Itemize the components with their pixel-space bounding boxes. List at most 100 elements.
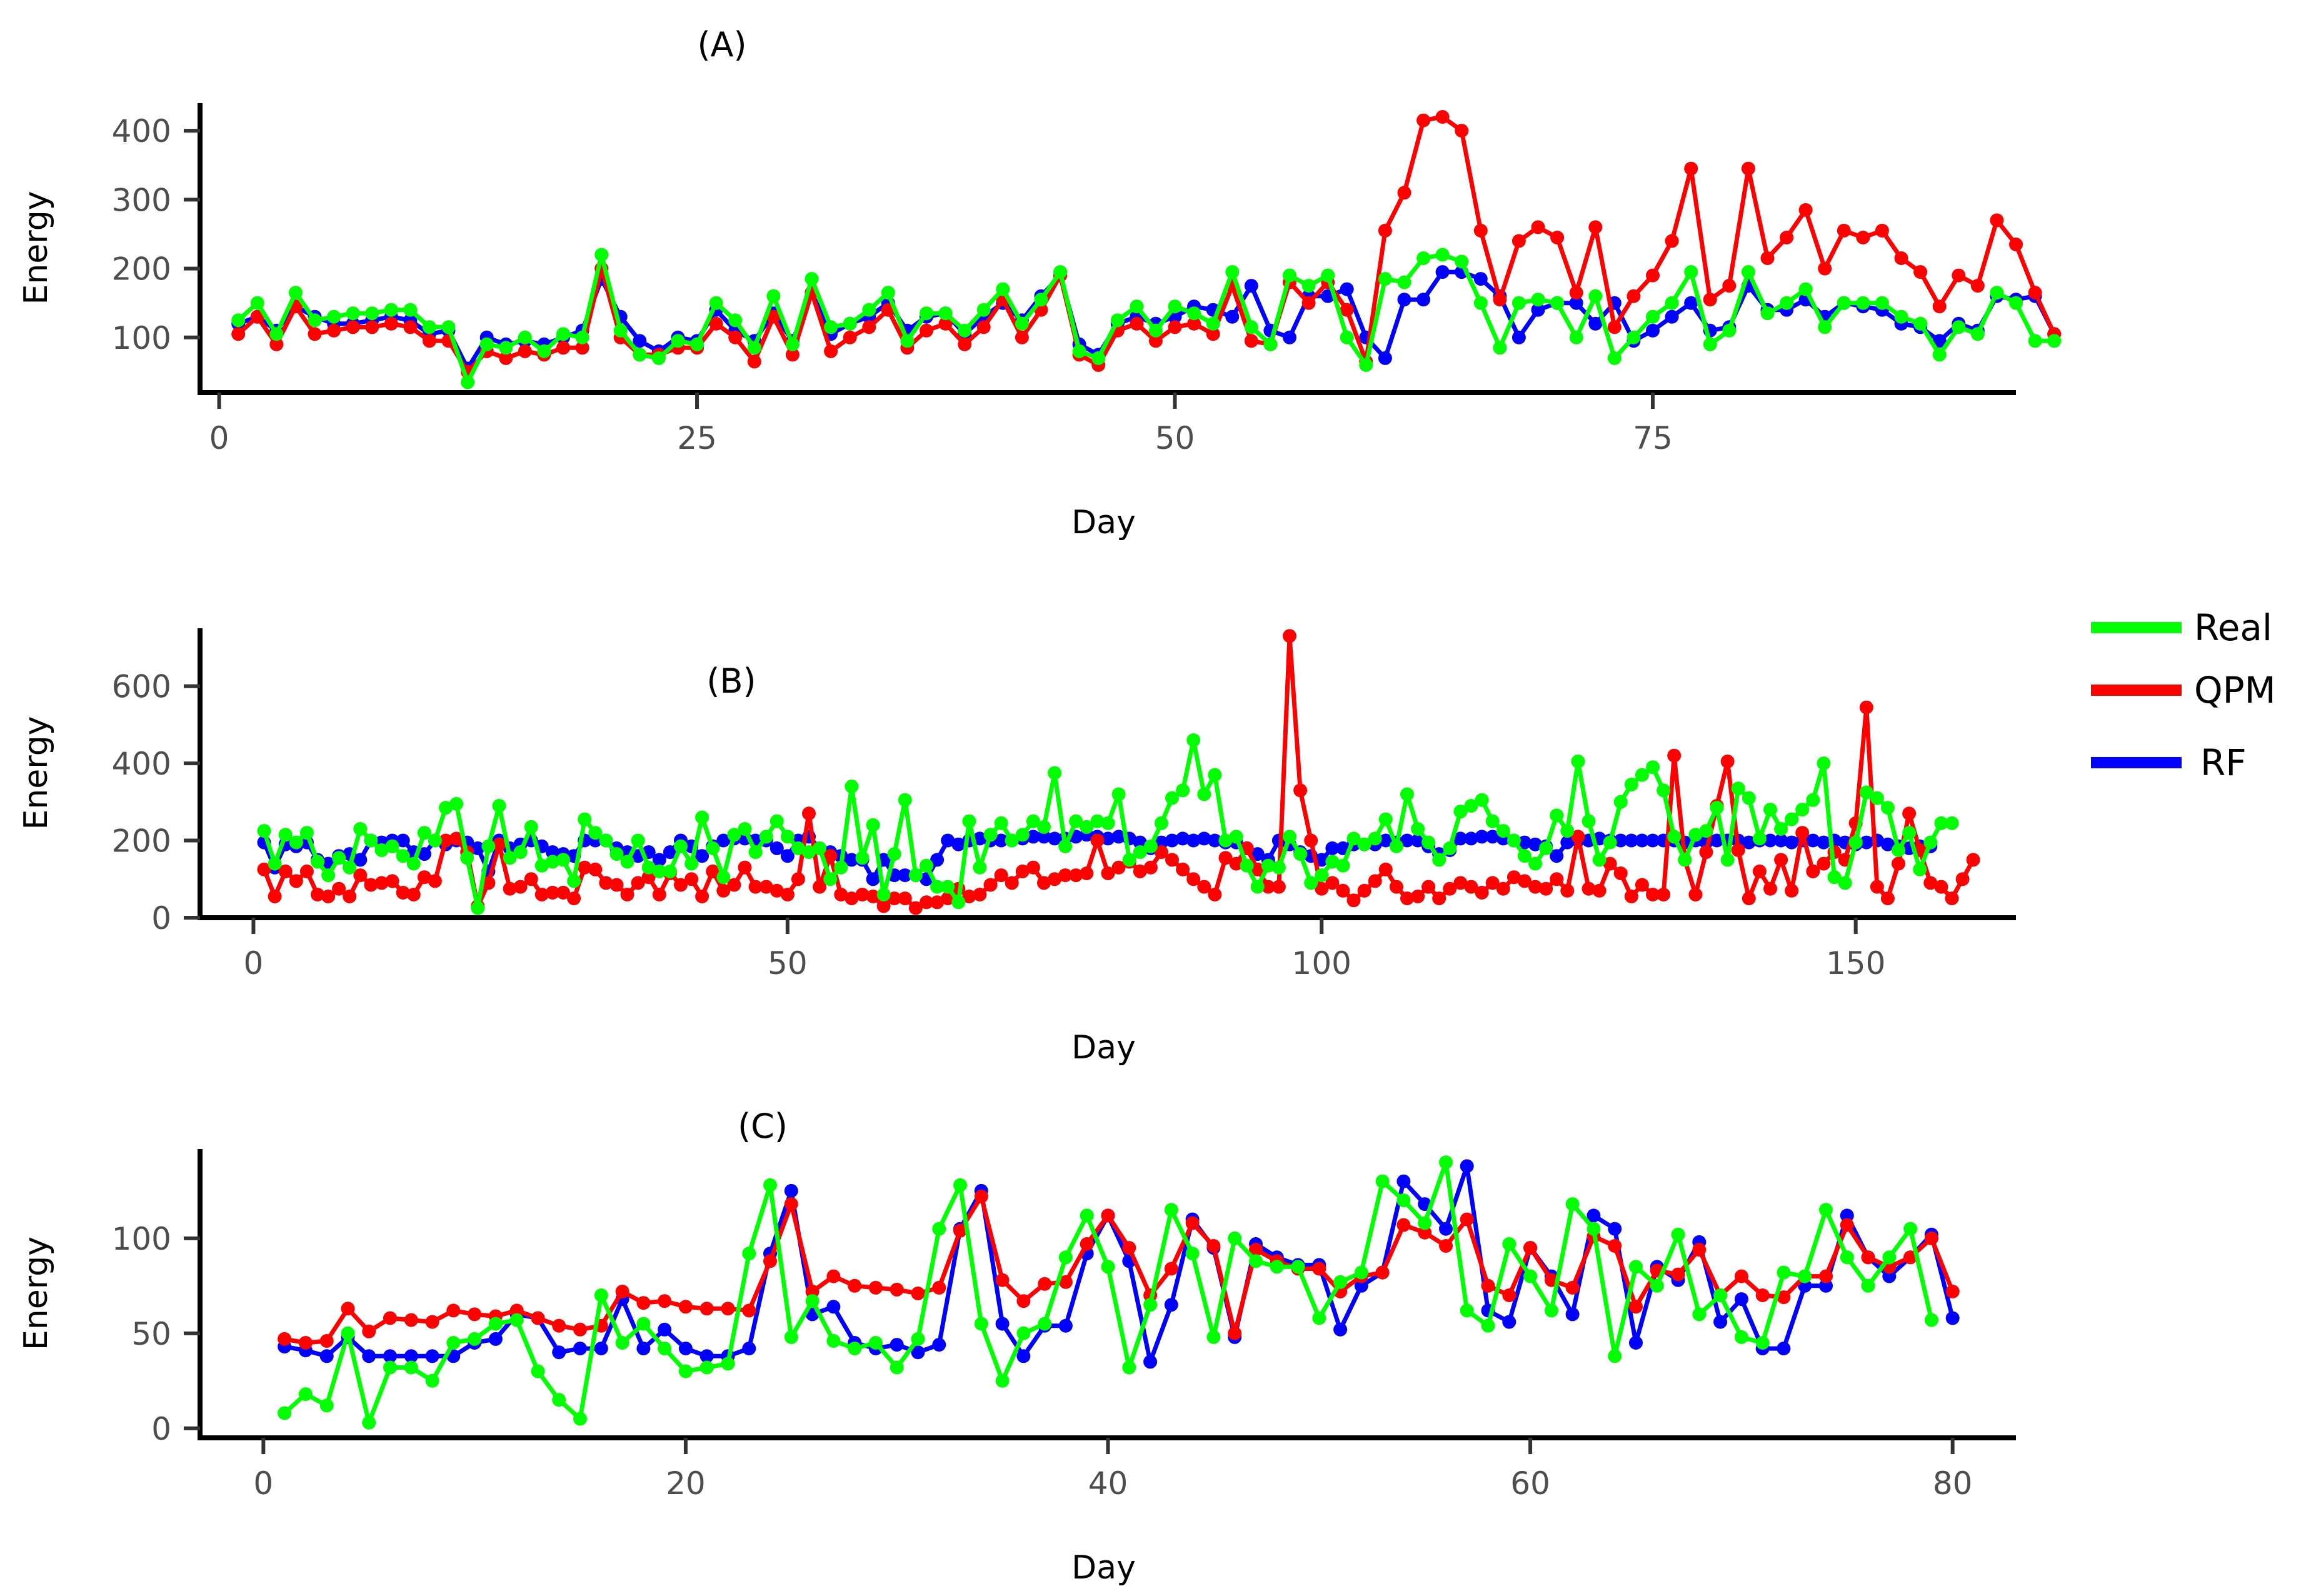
x-tick-label: 60 (1510, 1465, 1550, 1502)
data-point-qpm-48 (759, 880, 773, 894)
data-point-qpm-96 (1271, 880, 1286, 894)
data-point-qpm-27 (534, 888, 549, 901)
data-point-rf-114 (1464, 831, 1478, 846)
data-point-real-82 (1780, 296, 1794, 310)
panel-title-c: (C) (738, 1107, 788, 1146)
data-point-qpm-4 (289, 874, 303, 888)
data-point-qpm-85 (1154, 845, 1168, 860)
data-point-real-146 (1806, 793, 1820, 807)
data-point-real-138 (1720, 853, 1735, 867)
data-point-qpm-123 (1560, 883, 1575, 898)
data-point-qpm-71 (1005, 876, 1019, 890)
data-point-real-145 (1795, 803, 1810, 817)
data-point-qpm-103 (1346, 893, 1361, 908)
data-point-real-92 (1970, 327, 1985, 341)
data-point-qpm-77 (1069, 868, 1083, 883)
data-point-real-1 (231, 313, 246, 328)
data-point-qpm-31 (911, 1287, 925, 1300)
data-point-rf-11 (488, 1332, 503, 1346)
data-point-qpm-2 (298, 1336, 313, 1350)
data-point-real-18 (556, 327, 570, 341)
data-point-real-59 (1502, 1237, 1516, 1251)
data-point-qpm-113 (1453, 876, 1468, 890)
data-point-rf-77 (1684, 296, 1698, 310)
data-point-qpm-51 (1187, 316, 1201, 331)
y-axis-title: Energy (18, 191, 55, 304)
data-point-real-84 (1143, 839, 1158, 853)
data-point-rf-3 (319, 1349, 334, 1363)
data-point-real-56 (1439, 1155, 1453, 1170)
data-point-qpm-34 (609, 878, 624, 892)
data-point-real-33 (599, 833, 613, 848)
data-point-real-23 (651, 351, 666, 365)
data-point-qpm-62 (1565, 1280, 1580, 1295)
data-point-qpm-73 (1026, 860, 1040, 875)
data-point-real-31 (805, 272, 819, 286)
data-point-qpm-57 (1460, 1212, 1474, 1227)
x-axis-title: Day (1071, 1029, 1136, 1067)
data-point-real-53 (1225, 265, 1240, 279)
data-point-qpm-30 (567, 891, 581, 906)
data-point-real-10 (353, 822, 368, 836)
data-point-qpm-151 (1859, 700, 1873, 715)
data-point-real-17 (615, 1336, 629, 1350)
data-point-qpm-85 (1837, 223, 1851, 238)
data-point-rf-42 (1143, 1355, 1158, 1369)
data-point-real-17 (428, 833, 442, 848)
data-point-real-39 (1080, 1208, 1094, 1223)
data-point-qpm-124 (1571, 830, 1585, 844)
data-point-qpm-48 (1130, 316, 1144, 331)
data-point-rf-70 (1734, 1292, 1748, 1307)
data-point-real-139 (1731, 781, 1745, 796)
data-point-real-26 (524, 820, 538, 834)
data-point-rf-56 (845, 853, 859, 867)
panel-title-b: (B) (706, 661, 756, 701)
data-point-qpm-77 (1684, 161, 1698, 176)
data-point-real-23 (742, 1247, 756, 1261)
data-point-qpm-43 (1164, 1262, 1178, 1276)
data-point-qpm-16 (518, 344, 532, 358)
data-point-real-46 (738, 822, 752, 836)
data-point-rf-75 (1840, 1208, 1854, 1223)
data-point-real-79 (1722, 323, 1737, 338)
data-point-rf-30 (890, 1338, 904, 1352)
y-tick-label: 400 (112, 113, 171, 149)
data-point-rf-8 (425, 1349, 439, 1363)
data-point-qpm-121 (1539, 881, 1553, 896)
data-point-qpm-105 (1368, 874, 1382, 888)
data-point-real-93 (1240, 858, 1254, 873)
data-point-qpm-83 (1798, 203, 1813, 217)
data-point-real-55 (834, 860, 848, 875)
data-point-qpm-72 (1588, 220, 1603, 234)
data-point-qpm-67 (1493, 293, 1507, 307)
data-point-real-137 (1710, 801, 1724, 815)
data-point-qpm-114 (1464, 880, 1478, 894)
data-point-rf-83 (1133, 835, 1147, 850)
data-point-real-64 (1435, 248, 1450, 262)
data-point-real-28 (848, 1342, 862, 1356)
data-point-real-87 (1176, 783, 1190, 798)
data-point-real-52 (802, 845, 816, 860)
data-point-real-151 (1859, 785, 1873, 800)
data-point-real-119 (1517, 849, 1531, 863)
data-point-rf-62 (1397, 293, 1411, 307)
data-point-qpm-89 (1197, 880, 1211, 894)
data-point-qpm-68 (1692, 1243, 1707, 1257)
data-point-real-89 (1913, 316, 1928, 331)
data-point-qpm-36 (631, 876, 645, 890)
data-point-real-129 (1624, 778, 1638, 791)
data-point-qpm-24 (763, 1254, 777, 1268)
data-point-real-19 (575, 330, 589, 344)
data-point-real-50 (1168, 299, 1182, 314)
data-point-real-61 (898, 793, 912, 807)
data-point-real-22 (633, 348, 647, 362)
series-real-a (231, 248, 2062, 389)
data-point-real-18 (636, 1317, 651, 1331)
data-point-real-5 (362, 1415, 376, 1430)
data-point-qpm-24 (503, 881, 517, 896)
data-point-real-68 (973, 860, 987, 875)
data-point-real-6 (311, 855, 324, 869)
data-point-qpm-46 (1228, 1326, 1242, 1340)
data-point-real-152 (1870, 791, 1884, 805)
data-point-real-16 (594, 1288, 608, 1302)
